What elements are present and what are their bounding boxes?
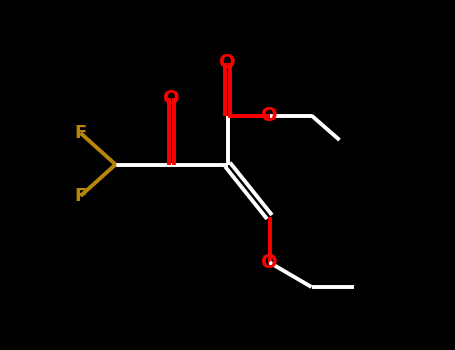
Text: O: O bbox=[163, 89, 180, 107]
Text: F: F bbox=[74, 187, 86, 205]
Text: O: O bbox=[219, 54, 236, 72]
Text: O: O bbox=[261, 253, 278, 272]
Text: F: F bbox=[74, 124, 86, 142]
Text: O: O bbox=[261, 106, 278, 125]
